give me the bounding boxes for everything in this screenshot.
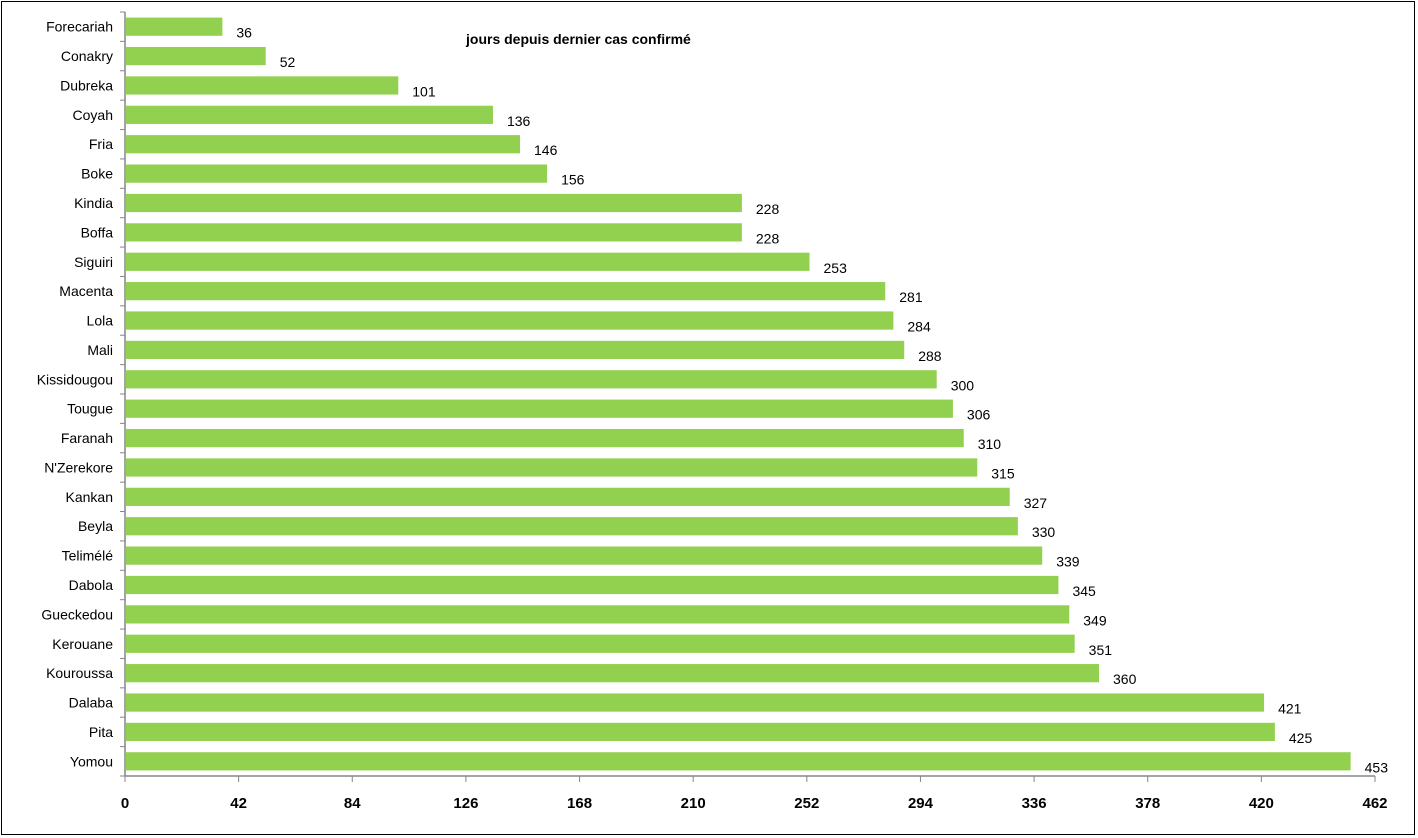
x-tick-label: 336 (1022, 795, 1047, 812)
category-label-forecariah: Forecariah (46, 19, 113, 35)
bar-pita (126, 722, 1275, 742)
category-label-yomou: Yomou (70, 753, 113, 769)
value-label-kissidougou: 300 (951, 377, 975, 393)
category-label-boffa: Boffa (81, 224, 114, 240)
x-tick-label: 0 (121, 795, 129, 812)
value-label-kerouane: 351 (1089, 642, 1113, 658)
chart-title: jours depuis dernier cas confirmé (465, 31, 691, 47)
bar-beyla (126, 517, 1018, 536)
value-label-beyla: 330 (1032, 524, 1056, 540)
value-label-telim-l-: 339 (1056, 554, 1080, 570)
category-label-kouroussa: Kouroussa (46, 665, 113, 681)
bar-yomou (126, 752, 1351, 771)
value-label-n-zerekore: 315 (991, 465, 1015, 481)
category-label-siguiri: Siguiri (74, 254, 113, 270)
category-label-kankan: Kankan (66, 489, 113, 505)
bar-telim-l- (126, 546, 1043, 565)
bar-conakry (126, 46, 266, 66)
category-label-fria: Fria (89, 136, 113, 152)
x-tick-label: 420 (1249, 795, 1274, 812)
value-label-forecariah: 36 (236, 25, 252, 41)
category-label-n-zerekore: N'Zerekore (44, 459, 113, 475)
bar-fria (126, 135, 521, 154)
category-label-conakry: Conakry (61, 48, 113, 64)
category-label-coyah: Coyah (73, 107, 113, 123)
bar-kankan (126, 487, 1010, 506)
value-label-macenta: 281 (899, 289, 923, 305)
value-label-coyah: 136 (507, 113, 531, 129)
x-tick-label: 126 (453, 795, 478, 812)
value-label-conakry: 52 (280, 54, 296, 70)
category-label-lola: Lola (87, 313, 114, 329)
x-tick-label: 168 (567, 795, 592, 812)
category-label-pita: Pita (89, 724, 113, 740)
value-label-boke: 156 (561, 172, 585, 188)
category-label-kerouane: Kerouane (52, 636, 113, 652)
bar-boffa (126, 223, 742, 242)
value-label-kouroussa: 360 (1113, 671, 1137, 687)
value-label-kankan: 327 (1024, 495, 1048, 511)
bar-n-zerekore (126, 458, 978, 477)
bar-dubreka (126, 76, 399, 95)
category-label-dabola: Dabola (69, 577, 114, 593)
bar-tougue (126, 399, 953, 418)
value-label-dalaba: 421 (1278, 701, 1302, 717)
category-label-mali: Mali (87, 342, 113, 358)
category-label-faranah: Faranah (61, 430, 113, 446)
bar-kindia (126, 193, 742, 213)
x-tick-label: 84 (344, 795, 361, 812)
bar-macenta (126, 282, 886, 301)
bar-dabola (126, 575, 1059, 595)
value-label-dabola: 345 (1072, 583, 1096, 599)
value-label-dubreka: 101 (412, 83, 436, 99)
value-label-fria: 146 (534, 142, 558, 158)
value-label-pita: 425 (1289, 730, 1313, 746)
x-tick-label: 294 (908, 795, 934, 812)
category-label-gueckedou: Gueckedou (41, 606, 113, 622)
x-tick-label: 42 (230, 795, 247, 812)
x-tick-label: 462 (1362, 795, 1387, 812)
x-tick-label: 378 (1135, 795, 1160, 812)
bar-kouroussa (126, 664, 1100, 683)
category-label-dalaba: Dalaba (69, 695, 114, 711)
bar-siguiri (126, 252, 810, 271)
bar-faranah (126, 428, 964, 448)
axes-group: 0 42 84 126 168 210 252 294 336 378 420 462 (120, 11, 1388, 812)
category-label-kissidougou: Kissidougou (37, 371, 113, 387)
x-tick-label: 252 (794, 795, 819, 812)
bar-kerouane (126, 634, 1075, 653)
category-label-macenta: Macenta (59, 283, 113, 299)
bar-mali (126, 340, 905, 360)
category-label-kindia: Kindia (74, 195, 113, 211)
x-tick-label: 210 (681, 795, 706, 812)
bars-group: Forecariah 36 Conakry 52 Dubreka 101 Coyah 136 F… (37, 17, 1389, 775)
bar-kissidougou (126, 370, 937, 389)
value-label-lola: 284 (907, 319, 931, 335)
value-label-tougue: 306 (967, 407, 991, 423)
value-label-gueckedou: 349 (1083, 612, 1107, 628)
bar-dalaba (126, 693, 1265, 712)
value-label-kindia: 228 (756, 201, 780, 217)
category-label-boke: Boke (81, 166, 113, 182)
bar-coyah (126, 105, 493, 124)
category-label-tougue: Tougue (67, 401, 113, 417)
value-label-faranah: 310 (978, 436, 1002, 452)
bar-boke (126, 164, 548, 183)
bar-gueckedou (126, 605, 1070, 624)
category-label-telim-l-: Telimélé (62, 548, 114, 564)
bar-forecariah (126, 17, 223, 36)
value-label-boffa: 228 (756, 230, 780, 246)
value-label-yomou: 453 (1365, 759, 1389, 775)
category-label-beyla: Beyla (78, 518, 113, 534)
value-label-siguiri: 253 (824, 260, 848, 276)
bar-lola (126, 311, 894, 330)
category-label-dubreka: Dubreka (60, 77, 113, 93)
value-label-mali: 288 (918, 348, 942, 364)
